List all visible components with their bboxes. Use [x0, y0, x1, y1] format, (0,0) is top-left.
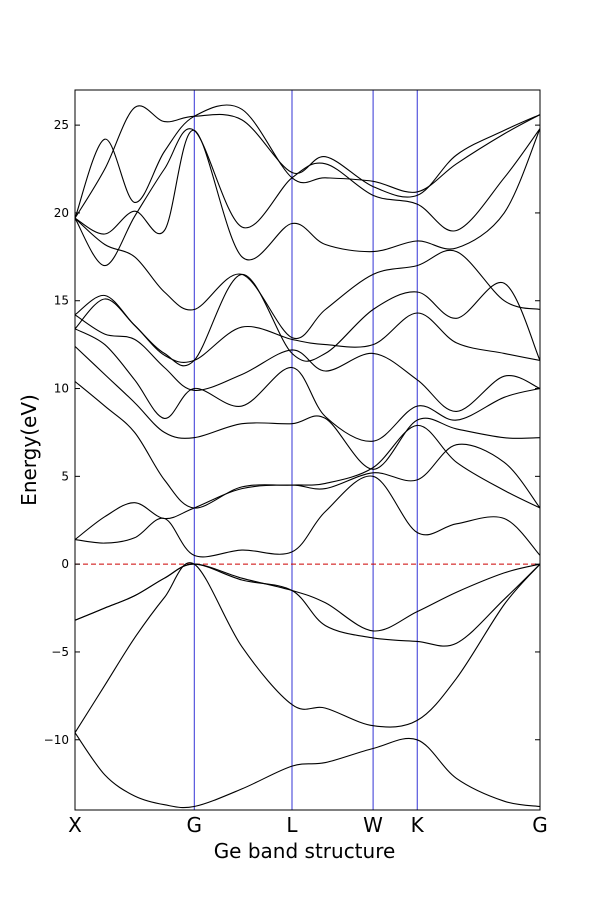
band-7 — [74, 381, 541, 509]
kpoint-lines — [193, 90, 418, 810]
band-6 — [74, 443, 541, 541]
band-2 — [74, 562, 541, 733]
y-tick-label-15: 15 — [54, 294, 69, 308]
band-17 — [74, 105, 541, 219]
kpoint-label-0: X — [68, 813, 82, 837]
band-14 — [74, 128, 541, 261]
y-tick-label-25: 25 — [54, 118, 69, 132]
kpoint-label-5: G — [532, 813, 548, 837]
x-axis-label: Ge band structure — [214, 839, 396, 863]
y-tick-label-5: 5 — [61, 469, 69, 483]
y-axis-ticks: −10 −5 0 5 10 15 20 25 — [44, 118, 540, 747]
band-13 — [74, 217, 541, 340]
band-15 — [74, 128, 541, 267]
band-4 — [74, 563, 541, 647]
band-16 — [74, 104, 541, 219]
y-tick-label--10: −10 — [44, 733, 69, 747]
y-tick-label-20: 20 — [54, 206, 69, 220]
band-12 — [74, 273, 541, 367]
band-9 — [74, 328, 541, 442]
band-8 — [74, 345, 541, 470]
y-tick-label-0: 0 — [61, 557, 69, 571]
band-3 — [74, 563, 541, 632]
kpoint-label-4: K — [411, 813, 425, 837]
kpoint-label-2: L — [286, 813, 298, 837]
band-10 — [74, 314, 541, 412]
kpoint-label-3: W — [363, 813, 383, 837]
y-axis-label: Energy(eV) — [17, 394, 41, 506]
y-tick-label-10: 10 — [54, 382, 69, 396]
band-5 — [74, 475, 541, 558]
plot-frame — [74, 89, 541, 811]
kpoint-label-1: G — [186, 813, 202, 837]
bands — [74, 104, 541, 809]
band-1 — [74, 732, 541, 809]
y-tick-label--5: −5 — [51, 645, 69, 659]
